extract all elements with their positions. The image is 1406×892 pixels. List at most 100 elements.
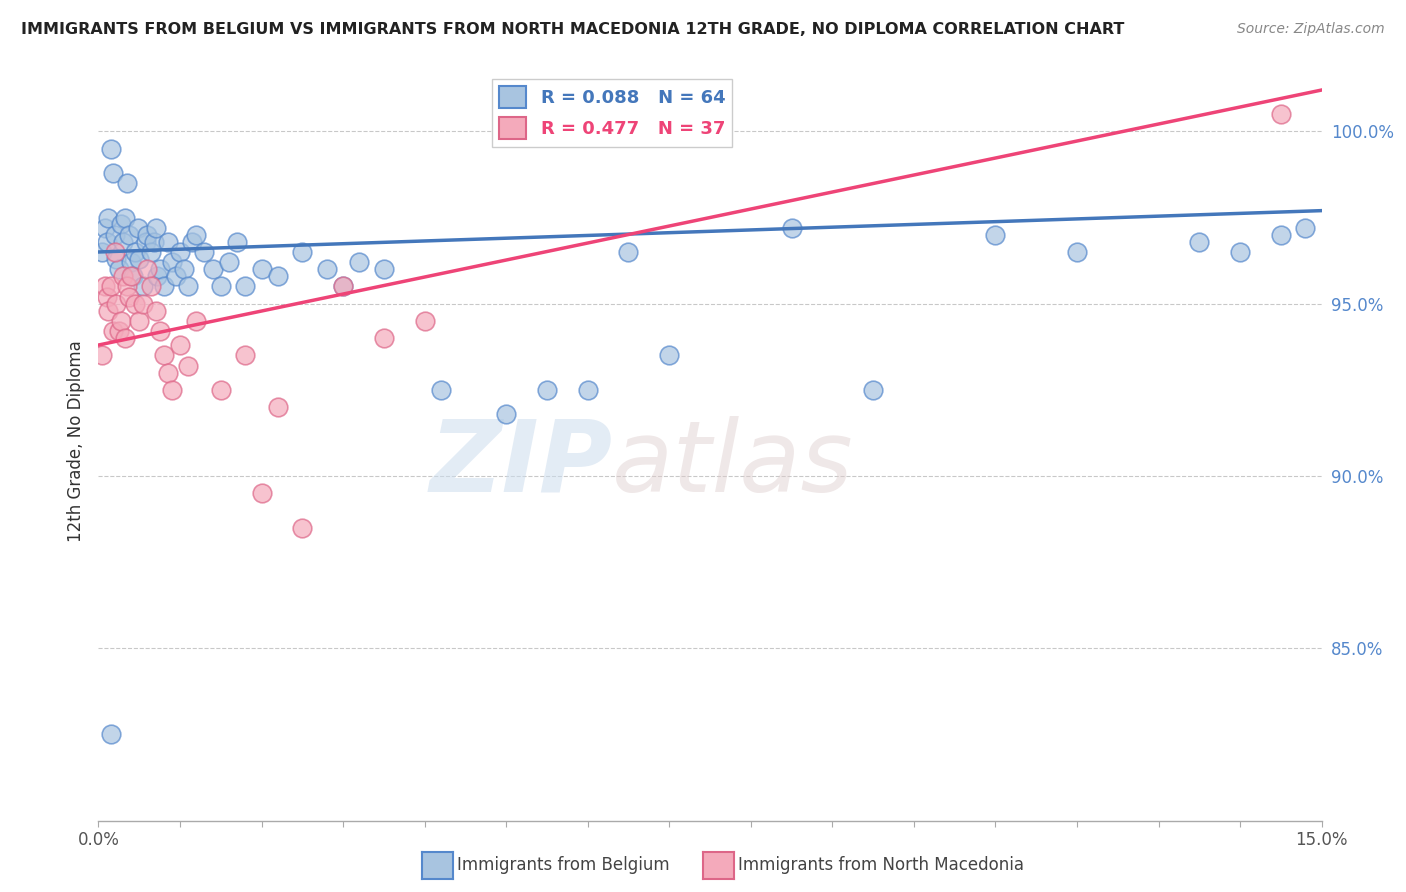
Point	[141, 279, 163, 293]
Point	[127, 220, 149, 235]
Y-axis label: 12th Grade, No Diploma: 12th Grade, No Diploma	[66, 341, 84, 542]
Point	[120, 255, 142, 269]
Point	[104, 244, 127, 259]
Point	[658, 348, 681, 362]
Text: Source: ZipAtlas.com: Source: ZipAtlas.com	[1237, 22, 1385, 37]
Point	[120, 269, 142, 284]
Point	[169, 244, 191, 259]
Point	[181, 235, 204, 249]
Point	[267, 400, 290, 414]
Point	[233, 279, 256, 293]
Point	[94, 279, 117, 293]
Point	[96, 235, 118, 249]
Point	[124, 296, 146, 310]
Point	[115, 279, 138, 293]
Point	[124, 244, 146, 259]
Point	[1270, 227, 1292, 242]
Point	[100, 142, 122, 156]
Point	[349, 255, 371, 269]
Point	[780, 220, 803, 235]
Point	[226, 235, 249, 249]
Text: atlas: atlas	[612, 416, 853, 513]
Point	[149, 262, 172, 277]
Point	[1270, 107, 1292, 121]
Point	[160, 255, 183, 269]
Point	[576, 383, 599, 397]
Legend: R = 0.088   N = 64, R = 0.477   N = 37: R = 0.088 N = 64, R = 0.477 N = 37	[492, 79, 733, 146]
Point	[128, 252, 150, 266]
Point	[250, 486, 273, 500]
Point	[145, 303, 167, 318]
Point	[186, 227, 208, 242]
Point	[136, 227, 159, 242]
Point	[315, 262, 337, 277]
Point	[136, 262, 159, 277]
Point	[984, 227, 1007, 242]
Point	[173, 262, 195, 277]
Point	[373, 262, 395, 277]
Point	[160, 383, 183, 397]
Point	[97, 303, 120, 318]
Point	[118, 290, 141, 304]
Point	[291, 521, 314, 535]
Point	[617, 244, 640, 259]
Point	[1188, 235, 1211, 249]
Point	[111, 235, 134, 249]
Point	[152, 279, 174, 293]
Text: IMMIGRANTS FROM BELGIUM VS IMMIGRANTS FROM NORTH MACEDONIA 12TH GRADE, NO DIPLOM: IMMIGRANTS FROM BELGIUM VS IMMIGRANTS FR…	[21, 22, 1125, 37]
Point	[108, 262, 131, 277]
Point	[100, 279, 122, 293]
Point	[118, 227, 141, 242]
Point	[146, 269, 169, 284]
Point	[413, 314, 436, 328]
Point	[91, 244, 114, 259]
Point	[132, 296, 155, 310]
Point	[132, 279, 155, 293]
Point	[110, 218, 132, 232]
Point	[193, 244, 215, 259]
Point	[91, 348, 114, 362]
Point	[267, 269, 290, 284]
Point	[186, 314, 208, 328]
Point	[1066, 244, 1088, 259]
Point	[100, 727, 122, 741]
Text: Immigrants from Belgium: Immigrants from Belgium	[457, 856, 669, 874]
Point	[201, 262, 224, 277]
Point	[114, 331, 136, 345]
Point	[149, 324, 172, 338]
Point	[104, 227, 127, 242]
Point	[110, 314, 132, 328]
Point	[105, 296, 128, 310]
Point	[177, 359, 200, 373]
Point	[177, 279, 200, 293]
Point	[430, 383, 453, 397]
Point	[209, 279, 232, 293]
Point	[209, 383, 232, 397]
Point	[94, 220, 117, 235]
Point	[169, 338, 191, 352]
Point	[114, 211, 136, 225]
Point	[862, 383, 884, 397]
Point	[111, 269, 134, 284]
Point	[135, 235, 157, 249]
Text: ZIP: ZIP	[429, 416, 612, 513]
Point	[152, 348, 174, 362]
Point	[101, 324, 124, 338]
Point	[1229, 244, 1251, 259]
Point	[121, 269, 143, 284]
Point	[536, 383, 558, 397]
Point	[373, 331, 395, 345]
Point	[156, 235, 179, 249]
Point	[128, 314, 150, 328]
Point	[105, 252, 128, 266]
Point	[495, 407, 517, 421]
Point	[115, 176, 138, 190]
Point	[108, 324, 131, 338]
Point	[142, 235, 165, 249]
Point	[332, 279, 354, 293]
Point	[291, 244, 314, 259]
Point	[156, 366, 179, 380]
Point	[97, 211, 120, 225]
Point	[96, 290, 118, 304]
Text: Immigrants from North Macedonia: Immigrants from North Macedonia	[738, 856, 1024, 874]
